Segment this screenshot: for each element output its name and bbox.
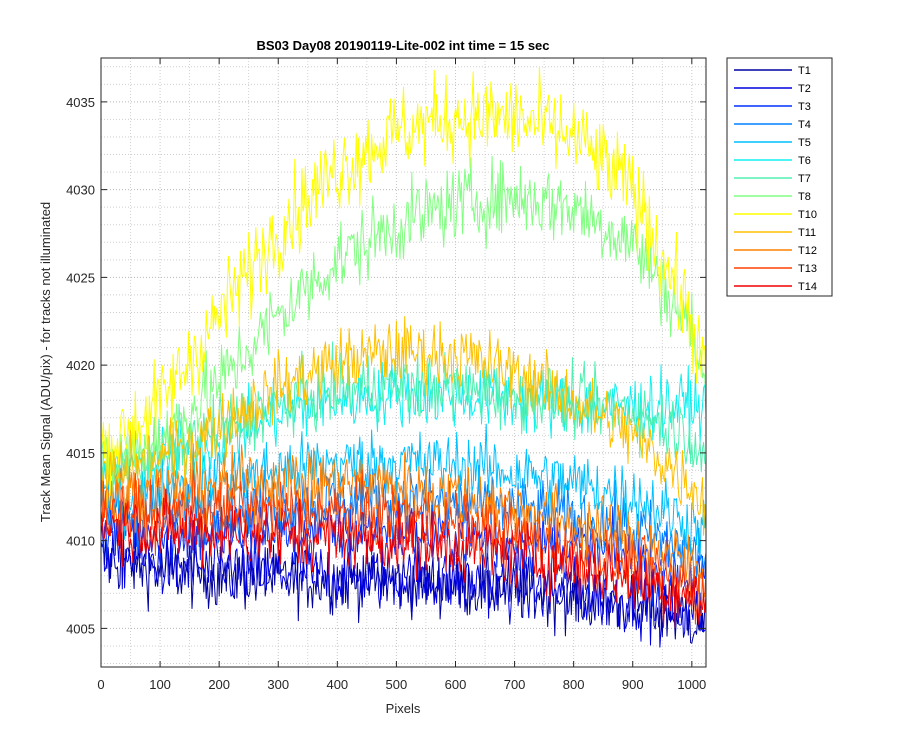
legend-label: T8: [798, 191, 811, 203]
grid: [101, 58, 706, 667]
legend-label: T14: [798, 281, 817, 293]
y-tick-label: 4015: [66, 446, 95, 461]
y-tick-label: 4035: [66, 95, 95, 110]
x-tick-label: 0: [97, 677, 104, 692]
y-tick-label: 4020: [66, 358, 95, 373]
x-tick-label: 100: [149, 677, 171, 692]
y-tick-label: 4025: [66, 270, 95, 285]
y-tick-label: 4030: [66, 183, 95, 198]
legend-label: T12: [798, 245, 817, 257]
series-line-t2: [101, 518, 706, 648]
x-tick-label: 300: [267, 677, 289, 692]
legend-label: T10: [798, 209, 817, 221]
legend-label: T11: [798, 227, 816, 239]
legend-label: T3: [798, 101, 811, 113]
series-lines: [101, 66, 706, 648]
legend-label: T13: [798, 263, 817, 275]
legend-label: T1: [798, 65, 811, 77]
series-line-t8: [101, 155, 706, 493]
x-tick-label: 1000: [677, 677, 706, 692]
series-line-t10: [101, 66, 706, 509]
legend-label: T6: [798, 155, 811, 167]
legend-label: T2: [798, 83, 811, 95]
plot-frame: [100, 57, 707, 668]
legend-label: T5: [798, 137, 811, 149]
legend-box: [726, 57, 833, 297]
y-axis-label: Track Mean Signal (ADU/pix) - for tracks…: [38, 202, 53, 522]
x-axis: 0 100 200 300 400 500 600 700 800 900 1000: [97, 58, 706, 692]
y-tick-label: 4010: [66, 534, 95, 549]
series-line-t14: [101, 488, 706, 629]
x-tick-label: 900: [622, 677, 644, 692]
x-axis-label: Pixels: [386, 701, 421, 716]
legend: T1 T2 T3 T4 T5 T6 T7 T8 T10 T11 T12 T13 T14: [726, 57, 833, 297]
y-tick-label: 4005: [66, 621, 95, 636]
x-tick-label: 600: [445, 677, 467, 692]
series-line-t11: [101, 316, 706, 536]
legend-label: T4: [798, 119, 811, 131]
x-tick-label: 400: [326, 677, 348, 692]
chart-title: BS03 Day08 20190119-Lite-002 int time = …: [256, 38, 549, 53]
x-tick-label: 700: [504, 677, 526, 692]
x-tick-label: 200: [208, 677, 230, 692]
x-tick-label: 500: [386, 677, 408, 692]
legend-label: T7: [798, 173, 811, 185]
y-axis: 4005 4010 4015 4020 4025 4030 4035: [66, 95, 706, 636]
x-tick-label: 800: [563, 677, 585, 692]
series-line-t12: [101, 443, 706, 598]
